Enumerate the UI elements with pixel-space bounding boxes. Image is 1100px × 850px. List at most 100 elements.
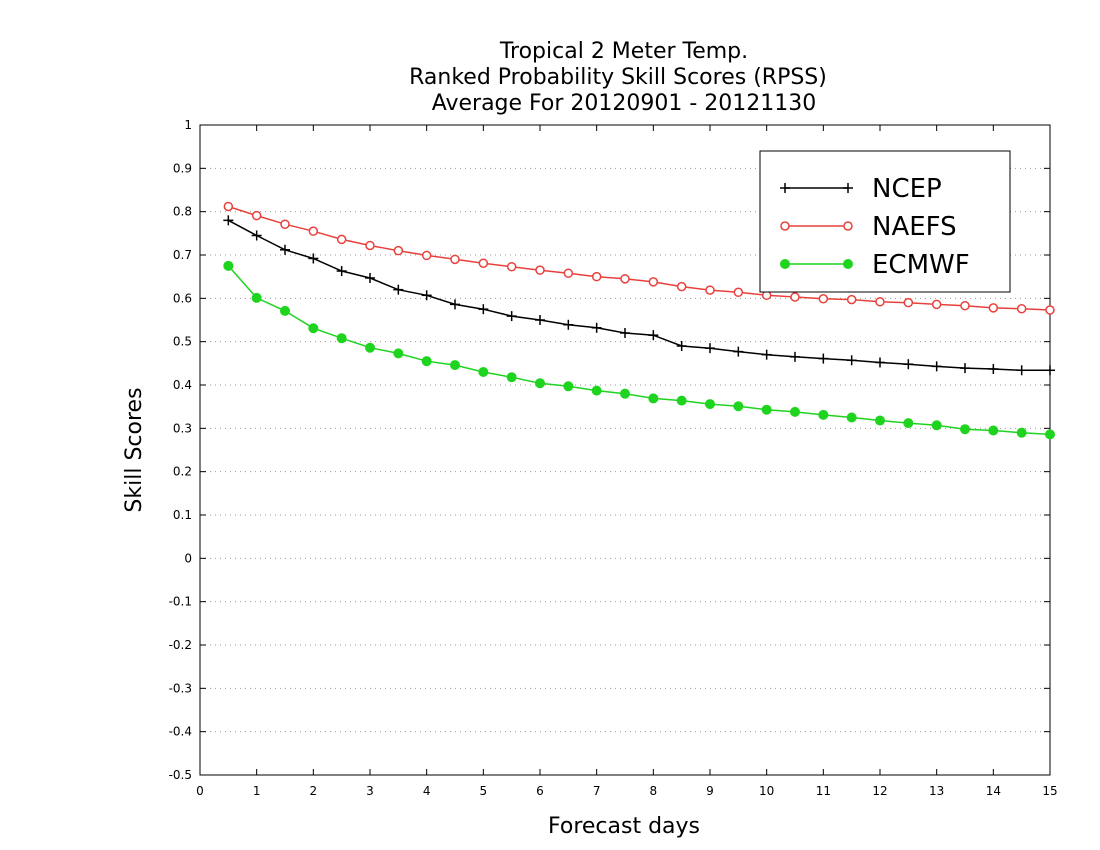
data-point-naefs xyxy=(931,299,942,310)
data-point-naefs xyxy=(1016,303,1027,314)
y-tick-label: -0.2 xyxy=(169,638,192,652)
gridlines xyxy=(200,167,1050,733)
data-point-ecmwf xyxy=(705,399,715,410)
data-point-naefs xyxy=(733,287,744,298)
x-tick-label: 14 xyxy=(986,784,1001,798)
x-tick-label: 15 xyxy=(1042,784,1057,798)
data-point-ecmwf xyxy=(1016,427,1027,438)
chart-title-line-2: Ranked Probability Skill Scores (RPSS) xyxy=(409,65,827,90)
data-series xyxy=(223,201,1055,440)
x-tick-label: 2 xyxy=(310,784,318,798)
data-point-ecmwf xyxy=(393,348,404,359)
data-point-ecmwf xyxy=(931,420,942,431)
data-point-ecmwf xyxy=(620,388,630,399)
y-tick-label: 0.7 xyxy=(173,248,192,262)
data-point-naefs xyxy=(846,294,857,305)
x-tick-label: 6 xyxy=(536,784,544,798)
data-point-ncep xyxy=(223,215,234,226)
data-point-ncep xyxy=(1045,365,1055,376)
data-point-naefs xyxy=(705,285,715,295)
y-tick-label: 0.8 xyxy=(173,205,192,219)
data-point-ecmwf xyxy=(506,372,517,383)
data-point-ecmwf xyxy=(761,404,772,415)
x-tick-label: 10 xyxy=(759,784,774,798)
data-point-ecmwf xyxy=(365,342,375,353)
data-point-ncep xyxy=(648,330,659,341)
y-tick-label: 0.9 xyxy=(173,161,192,175)
data-point-ncep xyxy=(421,290,432,301)
data-point-naefs xyxy=(506,261,517,272)
data-point-ncep xyxy=(563,319,574,330)
data-point-ncep xyxy=(535,315,545,325)
y-tick-label: 0 xyxy=(184,551,192,565)
data-point-naefs xyxy=(563,268,574,278)
legend-item-naefs: NAEFS xyxy=(780,212,957,242)
plot-frame xyxy=(199,124,1051,776)
legend-marker-ecmwf xyxy=(843,259,853,269)
data-point-ncep xyxy=(336,266,347,277)
y-tick-label: -0.3 xyxy=(169,681,192,695)
data-point-ecmwf xyxy=(846,412,857,423)
y-tick-label: 1 xyxy=(184,118,192,132)
x-tick-label: 1 xyxy=(253,784,261,798)
legend-label-ecmwf: ECMWF xyxy=(872,250,970,280)
data-point-ncep xyxy=(591,322,602,333)
x-tick-label: 0 xyxy=(196,784,204,798)
y-tick-label: 0.1 xyxy=(173,508,192,522)
chart-title-line-1: Tropical 2 Meter Temp. xyxy=(499,39,748,64)
x-tick-label: 3 xyxy=(366,784,374,798)
data-point-naefs xyxy=(960,300,970,311)
data-point-ecmwf xyxy=(790,406,800,417)
data-point-ecmwf xyxy=(280,305,290,316)
data-point-ncep xyxy=(676,341,687,351)
data-point-ecmwf xyxy=(648,393,659,404)
y-tick-label: 0.2 xyxy=(173,465,192,479)
y-tick-label: -0.1 xyxy=(169,595,192,609)
chart-title: Tropical 2 Meter Temp. Ranked Probabilit… xyxy=(409,39,827,116)
y-tick-label: 0.5 xyxy=(173,335,192,349)
chart-title-line-3: Average For 20120901 - 20121130 xyxy=(432,91,817,116)
data-point-ncep xyxy=(875,357,885,368)
y-tick-label: 0.4 xyxy=(173,378,192,392)
data-point-naefs xyxy=(1045,305,1055,315)
x-axis-title: Forecast days xyxy=(548,814,700,839)
x-tick-label: 5 xyxy=(480,784,488,798)
data-point-ncep xyxy=(705,343,715,354)
data-point-ncep xyxy=(1016,365,1027,376)
data-point-naefs xyxy=(393,245,404,256)
data-point-naefs xyxy=(620,274,630,284)
data-point-naefs xyxy=(450,254,460,265)
y-tick-label: -0.4 xyxy=(169,725,192,739)
data-point-naefs xyxy=(790,292,800,302)
data-point-ecmwf xyxy=(251,292,262,303)
data-point-ecmwf xyxy=(960,424,970,435)
data-point-naefs xyxy=(421,250,432,261)
legend-marker-ncep xyxy=(780,183,790,193)
data-point-naefs xyxy=(336,234,347,245)
data-point-ncep xyxy=(818,353,829,364)
y-tick-label: 0.6 xyxy=(173,291,192,305)
legend-marker-naefs xyxy=(843,221,853,231)
data-point-ecmwf xyxy=(223,260,234,271)
data-point-naefs xyxy=(365,240,375,251)
axes: 1 0.9 0.8 0.7 0.6 0.5 0.4 0.3 0.2 0.1 0 -0.1 -0.2 -0.… xyxy=(169,118,1058,798)
x-tick-label: 12 xyxy=(872,784,887,798)
data-point-ncep xyxy=(393,284,404,295)
data-point-naefs xyxy=(875,297,885,307)
legend: NCEP NAEFS ECMWF xyxy=(759,150,1011,293)
x-tick-label: 9 xyxy=(706,784,714,798)
data-point-ecmwf xyxy=(450,360,460,371)
legend-label-ncep: NCEP xyxy=(872,174,942,204)
data-point-naefs xyxy=(988,303,999,313)
x-tick-label: 4 xyxy=(423,784,431,798)
data-point-naefs xyxy=(591,271,602,282)
data-point-ecmwf xyxy=(591,385,602,396)
y-axis-title: Skill Scores xyxy=(122,387,147,512)
data-point-ncep xyxy=(251,230,262,241)
data-point-naefs xyxy=(676,281,687,292)
data-point-ncep xyxy=(620,328,630,338)
data-point-naefs xyxy=(535,265,545,275)
data-point-ncep xyxy=(506,311,517,322)
data-point-ncep xyxy=(761,349,772,360)
